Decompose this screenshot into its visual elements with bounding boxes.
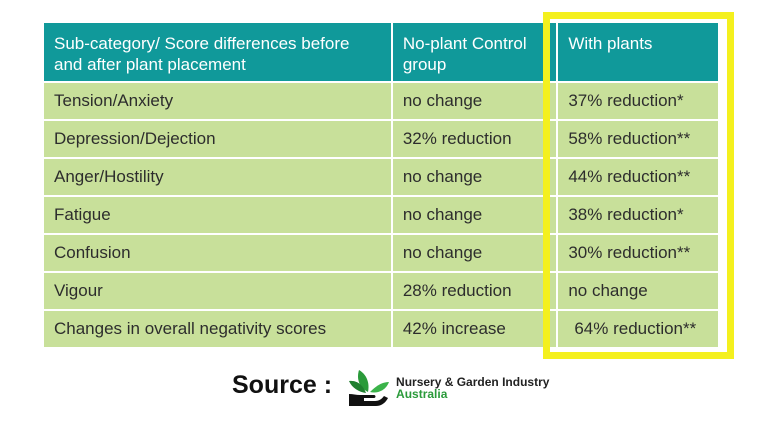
row-control-value: no change [390,233,559,273]
row-subcategory: Vigour [42,271,393,311]
row-plants-value: 44% reduction** [556,157,720,197]
organisation-logo-text: Nursery & Garden Industry Australia [396,376,549,400]
table-row: Anger/Hostility no change 44% reduction*… [42,157,720,197]
row-control-value: no change [390,195,559,235]
row-control-value: no change [390,157,559,197]
table-row: Depression/Dejection 32% reduction 58% r… [42,119,720,159]
row-plants-value: 64% reduction** [556,309,720,349]
row-plants-value: 58% reduction** [556,119,720,159]
source-attribution: Source : Nursery & Garden Industry Austr… [232,362,549,408]
logo-line1: Nursery & Garden Industry [396,375,550,389]
table-header-row: Sub-category/ Score differences before a… [42,21,720,83]
row-control-value: 28% reduction [390,271,559,311]
results-table: Sub-category/ Score differences before a… [42,21,720,349]
header-with-plants: With plants [556,21,720,83]
row-subcategory: Fatigue [42,195,393,235]
table-row: Confusion no change 30% reduction** [42,233,720,273]
header-control-group: No-plant Control group [390,21,559,83]
row-subcategory: Anger/Hostility [42,157,393,197]
table-row: Fatigue no change 38% reduction* [42,195,720,235]
row-control-value: no change [390,81,559,121]
row-plants-value: no change [556,271,720,311]
row-subcategory: Confusion [42,233,393,273]
row-control-value: 32% reduction [390,119,559,159]
table-row: Vigour 28% reduction no change [42,271,720,311]
row-plants-value: 30% reduction** [556,233,720,273]
logo-line2: Australia [396,387,448,401]
table-row: Tension/Anxiety no change 37% reduction* [42,81,720,121]
row-subcategory: Depression/Dejection [42,119,393,159]
row-plants-value: 38% reduction* [556,195,720,235]
source-label: Source : [232,370,333,399]
row-control-value: 42% increase [390,309,559,349]
plant-hand-logo-icon [349,370,390,406]
row-subcategory: Tension/Anxiety [42,81,393,121]
header-subcategory: Sub-category/ Score differences before a… [42,21,393,83]
table-row: Changes in overall negativity scores 42%… [42,309,720,349]
row-subcategory: Changes in overall negativity scores [42,309,393,349]
row-plants-value: 37% reduction* [556,81,720,121]
